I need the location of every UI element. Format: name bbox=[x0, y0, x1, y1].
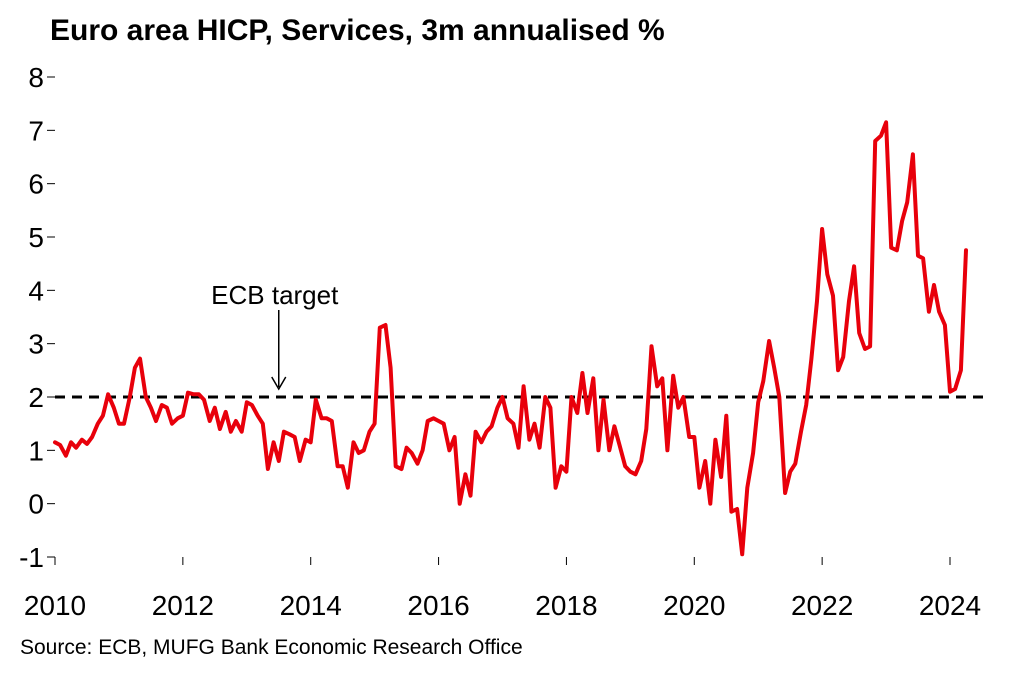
y-tick-label: 5 bbox=[28, 222, 44, 253]
annotation-arrow-head bbox=[271, 376, 287, 391]
x-tick-label: 2010 bbox=[24, 590, 86, 621]
y-tick-label: -1 bbox=[19, 542, 44, 573]
source-note: Source: ECB, MUFG Bank Economic Research… bbox=[20, 636, 523, 659]
y-tick-label: 6 bbox=[28, 169, 44, 200]
x-tick-label: 2024 bbox=[919, 590, 981, 621]
x-tick-label: 2012 bbox=[152, 590, 214, 621]
x-tick-label: 2020 bbox=[663, 590, 725, 621]
x-tick-label: 2014 bbox=[280, 590, 342, 621]
x-tick-label: 2022 bbox=[791, 590, 853, 621]
chart-title: Euro area HICP, Services, 3m annualised … bbox=[50, 14, 665, 47]
y-tick-label: 1 bbox=[28, 435, 44, 466]
y-tick-label: 8 bbox=[28, 62, 44, 93]
y-tick-label: 3 bbox=[28, 329, 44, 360]
x-tick-label: 2018 bbox=[535, 590, 597, 621]
series-line bbox=[53, 120, 968, 557]
y-tick-label: 7 bbox=[28, 115, 44, 146]
y-tick-label: 4 bbox=[28, 275, 44, 306]
y-tick-label: 0 bbox=[28, 489, 44, 520]
annotation-ecb-target: ECB target bbox=[211, 280, 339, 310]
y-tick-label: 2 bbox=[28, 382, 44, 413]
x-tick-label: 2016 bbox=[407, 590, 469, 621]
